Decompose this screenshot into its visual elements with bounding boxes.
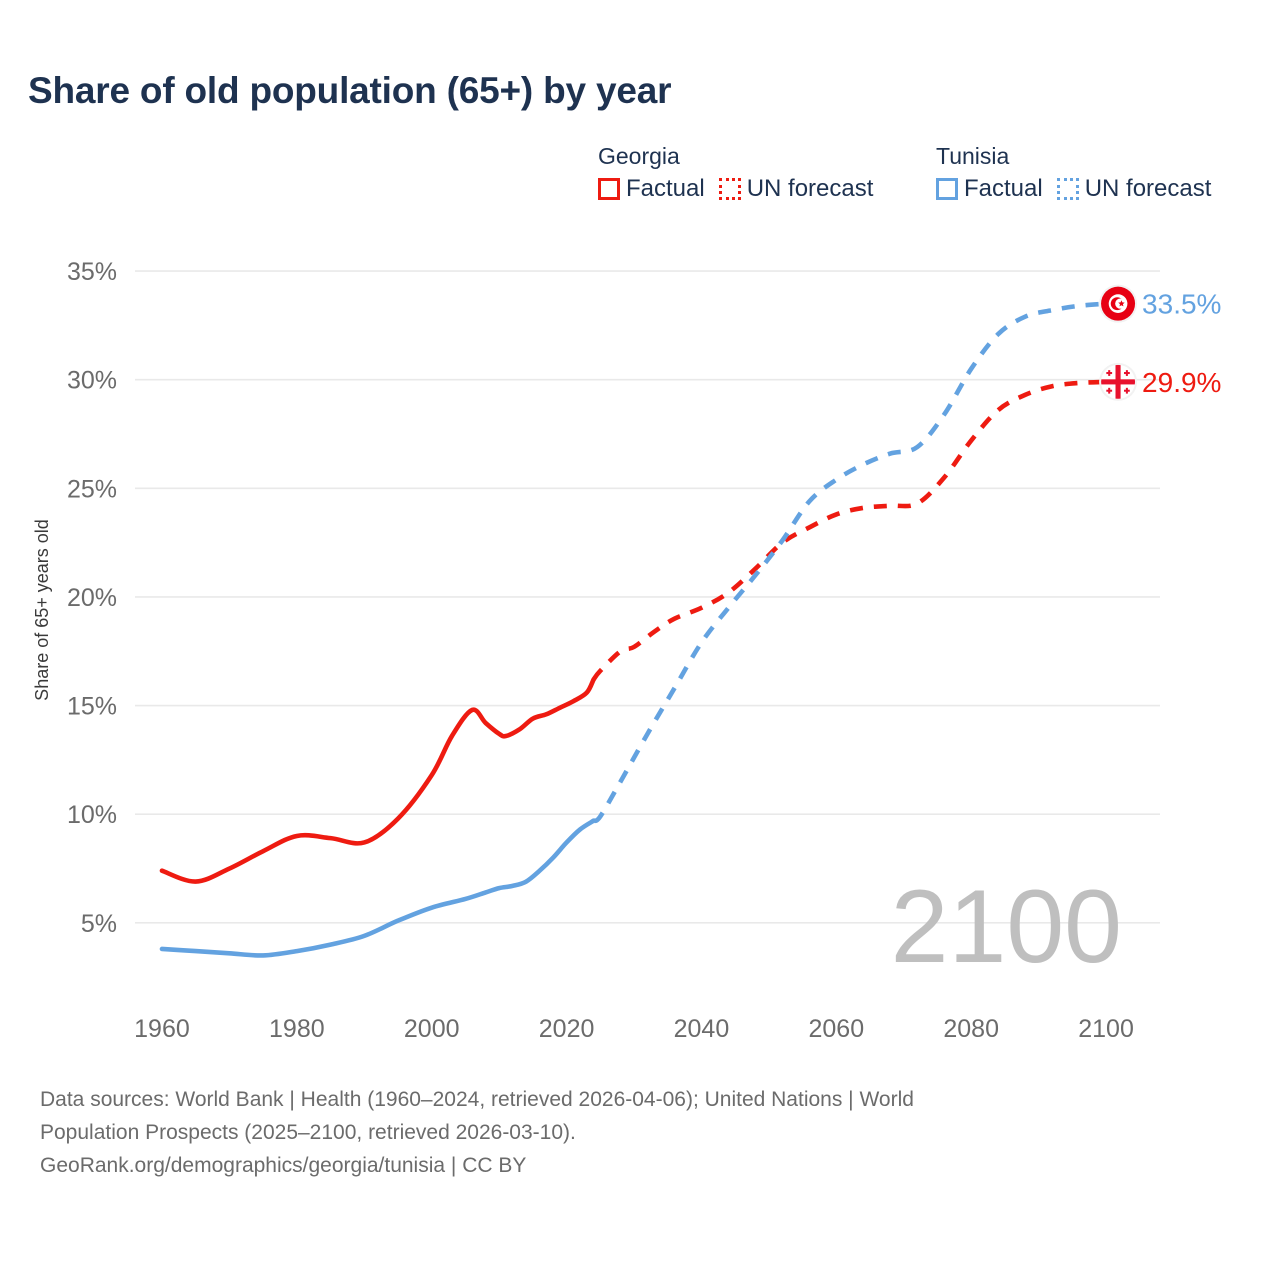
line-georgia-factual [159,677,596,884]
x-tick-label: 2000 [404,1015,460,1043]
x-axis-ticks: 1960 1980 2000 2020 2040 2060 2080 2100 [134,1015,1134,1043]
legend-label-tunisia-factual: Factual [964,175,1043,202]
y-tick-label: 25% [67,475,117,503]
legend-item-tunisia-forecast[interactable]: UN forecast [1056,175,1212,203]
legend-item-tunisia-factual[interactable]: Factual [936,175,1043,203]
footer-sources: Data sources: World Bank | Health (1960–… [40,1083,1180,1182]
legend-group-title-tunisia: Tunisia [936,143,1010,169]
watermark-text: 2100 [891,869,1122,985]
footer-line-3: GeoRank.org/demographics/georgia/tunisia… [40,1154,527,1177]
x-tick-label: 2100 [1078,1015,1134,1043]
legend-group-tunisia: Tunisia Factual UN forecast [936,143,1274,203]
end-markers: 33.5% 29.9% [1099,284,1221,401]
x-tick-label: 2040 [674,1015,730,1043]
y-tick-label: 20% [67,584,117,612]
data-series [159,301,1107,958]
end-label-tunisia: 33.5% [1142,289,1221,320]
y-tick-label: 35% [67,258,117,286]
footer-line-1: Data sources: World Bank | Health (1960–… [40,1088,914,1111]
x-tick-label: 1980 [269,1015,325,1043]
legend-swatch-solid-icon [598,178,620,200]
legend-label-tunisia-forecast: UN forecast [1084,175,1212,202]
year-watermark: 2100 [891,869,1122,985]
footer-line-2: Population Prospects (2025–2100, retriev… [40,1121,576,1144]
grid-lines [135,270,1160,924]
end-label-georgia: 29.9% [1142,367,1221,398]
legend-swatch-dotted-icon [718,178,741,200]
tunisia-flag-icon [1099,284,1138,323]
legend-swatch-solid-icon [936,178,958,200]
y-axis-title: Share of 65+ years old [32,519,52,701]
legend-group-georgia: Georgia Factual UN forecast [598,143,936,203]
x-tick-label: 2060 [809,1015,865,1043]
legend-item-georgia-forecast[interactable]: UN forecast [718,175,874,203]
chart-legend: Georgia Factual UN forecast Tunisia Fact… [598,143,1274,203]
legend-label-georgia-factual: Factual [626,175,705,202]
y-axis-ticks: 5% 10% 15% 20% 25% 30% 35% [67,258,117,938]
y-tick-label: 10% [67,801,117,829]
x-tick-label: 2080 [943,1015,999,1043]
legend-label-georgia-forecast: UN forecast [746,175,874,202]
line-tunisia-forecast [592,301,1107,824]
legend-item-georgia-factual[interactable]: Factual [598,175,705,203]
y-tick-label: 15% [67,693,117,721]
x-tick-label: 1960 [134,1015,190,1043]
legend-group-title-georgia: Georgia [598,143,680,169]
y-tick-label: 30% [67,367,117,395]
x-tick-label: 2020 [539,1015,595,1043]
line-georgia-forecast [591,379,1107,681]
line-tunisia-factual [159,818,596,958]
page-title: Share of old population (65+) by year [28,70,672,111]
georgia-flag-icon [1099,362,1138,401]
legend-swatch-dotted-icon [1056,178,1079,200]
y-tick-label: 5% [81,910,117,938]
